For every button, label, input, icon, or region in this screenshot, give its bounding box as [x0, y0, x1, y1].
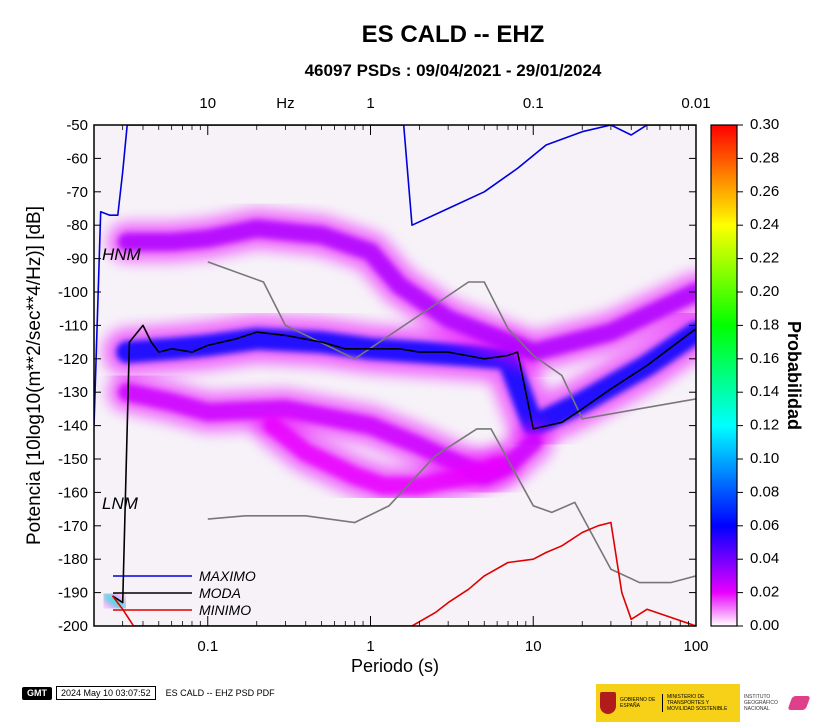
top-tick-label: 1: [366, 95, 374, 112]
y-tick-label: -200: [58, 618, 88, 635]
colorbar-tick-label: 0.10: [750, 450, 779, 467]
top-tick-label: 10: [199, 95, 216, 112]
chart-subtitle: 46097 PSDs : 09/04/2021 - 29/01/2024: [305, 61, 602, 80]
series-line-maximo: [94, 125, 696, 426]
legend-label-moda: MODA: [199, 585, 241, 601]
density-band-1: [118, 219, 696, 362]
y-tick-label: -170: [58, 518, 88, 535]
colorbar-tick-label: 0.04: [750, 550, 779, 567]
y-tick-label: -110: [59, 317, 88, 334]
y-tick-label: -90: [66, 251, 88, 268]
legend-label-maximo: MAXIMO: [199, 568, 256, 584]
y-tick-label: -50: [66, 117, 88, 134]
footer-caption: ES CALD -- EHZ PSD PDF: [165, 688, 275, 698]
colorbar-tick-label: 0.00: [750, 617, 779, 634]
x-tick-label: 0.1: [197, 638, 218, 655]
colorbar-label: Probabilidad: [784, 321, 804, 430]
chart-title: ES CALD -- EHZ: [362, 21, 545, 48]
x-tick-label: 1: [366, 638, 374, 655]
colorbar-tick-label: 0.24: [750, 216, 779, 233]
series-line-minimo: [111, 521, 696, 626]
x-tick-label: 10: [525, 638, 542, 655]
timestamp: 2024 May 10 03:07:52: [56, 686, 156, 700]
ign-emblem-icon: [787, 696, 811, 710]
y-tick-label: -80: [66, 217, 88, 234]
colorbar-gradient: [710, 124, 738, 627]
government-logo: GOBIERNO DE ESPAÑA MINISTERIO DE TRANSPO…: [596, 684, 740, 722]
y-tick-label: -160: [58, 484, 88, 501]
ministerio-text: MINISTERIO DE TRANSPORTES Y MOVILIDAD SO…: [662, 694, 737, 712]
y-tick-label: -130: [58, 384, 88, 401]
plot-frame: [93, 124, 697, 627]
x-axis-label: Periodo (s): [351, 656, 439, 676]
institution-logos: GOBIERNO DE ESPAÑA MINISTERIO DE TRANSPO…: [596, 684, 824, 722]
y-tick-label: -150: [58, 451, 88, 468]
colorbar-tick-label: 0.08: [750, 483, 779, 500]
top-axis-unit: Hz: [276, 95, 294, 112]
colorbar-tick-label: 0.02: [750, 584, 779, 601]
colorbar-tick-label: 0.28: [750, 149, 779, 166]
gobierno-text: GOBIERNO DE ESPAÑA: [620, 697, 656, 709]
top-tick-label: 0.01: [681, 95, 710, 112]
curve-lnm: [207, 428, 696, 584]
y-tick-label: -120: [58, 351, 88, 368]
colorbar-tick-label: 0.18: [750, 316, 779, 333]
y-tick-label: -60: [66, 150, 88, 167]
density-band-3: [263, 416, 507, 495]
colorbar-tick-label: 0.20: [750, 283, 779, 300]
gmt-logo: GMT: [22, 686, 52, 700]
colorbar-tick-label: 0.16: [750, 350, 779, 367]
annotation-hnm: HNM: [102, 245, 142, 264]
instituto-text: INSTITUTO GEOGRÁFICO NACIONAL: [744, 694, 778, 712]
y-tick-label: -70: [66, 184, 88, 201]
annotation-lnm: LNM: [102, 494, 139, 513]
y-tick-label: -180: [58, 551, 88, 568]
colorbar-tick-label: 0.06: [750, 517, 779, 534]
colorbar-tick-label: 0.26: [750, 183, 779, 200]
series-line-moda: [112, 324, 696, 604]
top-tick-label: 0.1: [523, 95, 544, 112]
axes: -50 -60 -70 -80 -90 -100 -110 -120 -130 -140 -150 -…: [24, 95, 711, 676]
y-tick-label: -140: [58, 418, 88, 435]
colorbar-tick-label: 0.30: [750, 116, 779, 133]
ign-logo: INSTITUTO GEOGRÁFICO NACIONAL: [740, 684, 824, 722]
coat-of-arms-icon: [600, 692, 616, 714]
statistic-curves: [94, 125, 696, 626]
y-tick-label: -100: [58, 284, 88, 301]
footer: GMT 2024 May 10 03:07:52 ES CALD -- EHZ …: [22, 686, 275, 700]
colorbar-tick-label: 0.14: [750, 383, 779, 400]
x-tick-label: 100: [683, 638, 708, 655]
colorbar: 0.30 0.28 0.26 0.24 0.22 0.20 0.18 0.16 0.14 0.12…: [710, 116, 804, 634]
colorbar-tick-label: 0.12: [750, 417, 779, 434]
legend-label-minimo: MINIMO: [199, 602, 251, 618]
y-axis-label: Potencia [10log10(m**2/sec**4/Hz)] [dB]: [24, 206, 45, 545]
curve-hnm: [207, 261, 696, 420]
noise-model-curves: [207, 261, 696, 584]
y-tick-label: -190: [58, 585, 88, 602]
colorbar-tick-label: 0.22: [750, 250, 779, 267]
